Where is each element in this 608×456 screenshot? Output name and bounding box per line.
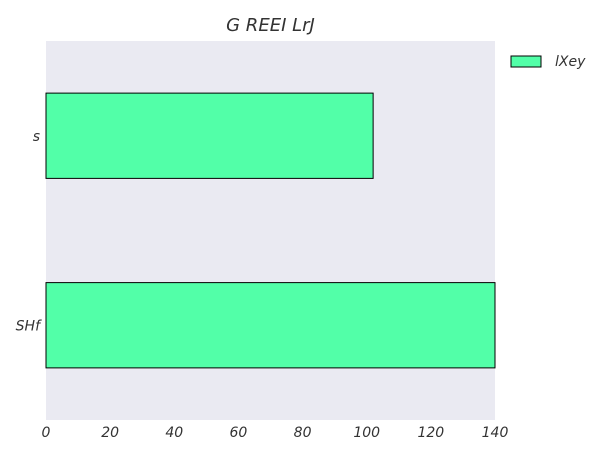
bar-SHf <box>45 282 496 369</box>
x-tick-label: 20 <box>101 425 119 441</box>
x-tick-label: 100 <box>353 425 380 441</box>
x-tick-label: 40 <box>165 425 183 441</box>
bar-s <box>45 92 374 179</box>
x-tick-label: 120 <box>417 425 444 441</box>
y-tick-label: SHf <box>16 318 42 334</box>
x-tick-label: 0 <box>42 425 51 441</box>
legend: lXey <box>510 54 586 70</box>
x-tick-label: 80 <box>294 425 312 441</box>
x-tick-label: 60 <box>230 425 248 441</box>
x-tick-label: 140 <box>482 425 509 441</box>
chart-title: G REEI LrJ <box>226 15 315 36</box>
legend-label: lXey <box>555 54 586 70</box>
y-tick-label: s <box>33 129 40 145</box>
legend-swatch <box>510 55 542 68</box>
x-tick-labels: 0 20 40 60 80 100 120 140 <box>42 425 509 441</box>
y-tick-labels: SHf s <box>16 129 42 335</box>
bars-layer <box>45 92 496 369</box>
